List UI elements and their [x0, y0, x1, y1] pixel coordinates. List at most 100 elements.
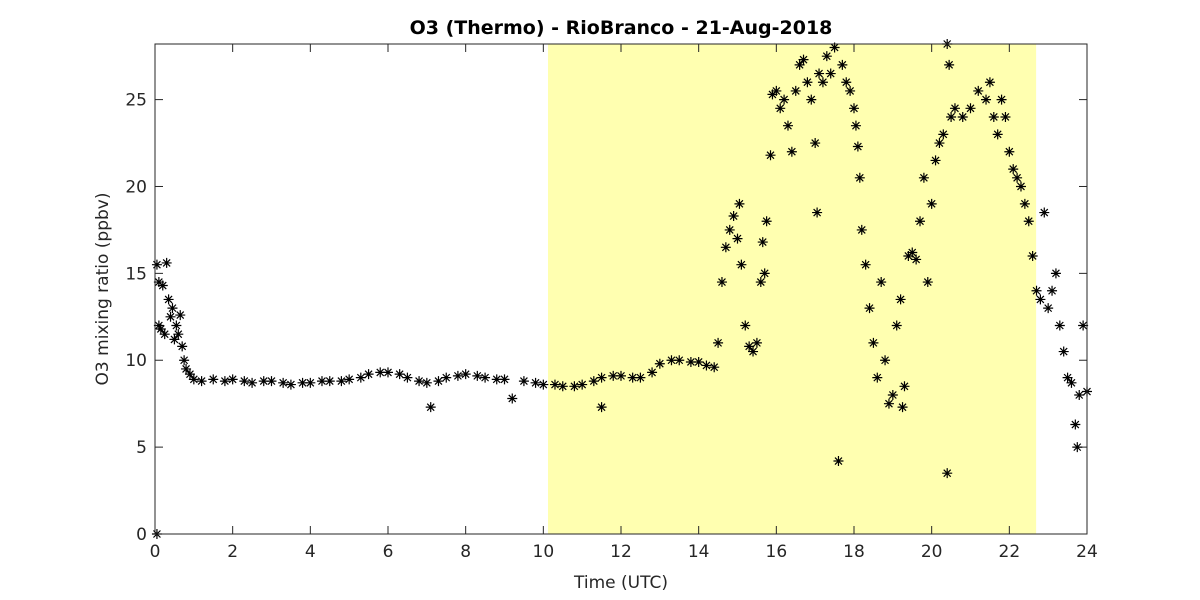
- data-point: [786, 146, 797, 157]
- data-point: [907, 247, 918, 258]
- data-point: [324, 376, 335, 387]
- data-point: [1004, 146, 1015, 157]
- data-point: [709, 362, 720, 373]
- data-point: [674, 355, 685, 366]
- data-point: [926, 198, 937, 209]
- data-point: [880, 355, 891, 366]
- data-point: [1074, 389, 1085, 400]
- data-point: [635, 372, 646, 383]
- data-point: [806, 94, 817, 105]
- data-point: [761, 216, 772, 227]
- y-tick-label: 20: [125, 177, 147, 197]
- data-point: [596, 372, 607, 383]
- data-point: [992, 129, 1003, 140]
- data-point: [981, 94, 992, 105]
- data-point: [227, 374, 238, 385]
- data-point: [817, 77, 828, 88]
- data-point: [802, 77, 813, 88]
- x-tick-label: 2: [227, 542, 238, 562]
- data-point: [363, 369, 374, 380]
- data-point: [1015, 181, 1026, 192]
- data-point: [344, 374, 355, 385]
- data-point: [161, 257, 172, 268]
- data-point: [748, 346, 759, 357]
- data-point: [918, 172, 929, 183]
- data-point: [1019, 198, 1030, 209]
- data-point: [757, 237, 768, 248]
- data-point: [167, 303, 178, 314]
- data-point: [425, 402, 436, 413]
- x-tick-label: 22: [999, 542, 1021, 562]
- data-point: [173, 329, 184, 340]
- data-point: [1066, 377, 1077, 388]
- data-point: [713, 337, 724, 348]
- data-point: [849, 103, 859, 114]
- data-point: [1070, 419, 1081, 430]
- data-point: [549, 379, 560, 390]
- data-point: [530, 377, 541, 388]
- data-point: [1058, 346, 1069, 357]
- data-point: [491, 374, 502, 385]
- data-point: [666, 355, 677, 366]
- data-point: [151, 259, 162, 270]
- data-point: [897, 402, 908, 413]
- data-point: [355, 372, 366, 383]
- data-point: [938, 129, 949, 140]
- data-point: [452, 370, 463, 381]
- data-point: [872, 372, 883, 383]
- data-point: [949, 103, 960, 114]
- data-point: [812, 207, 823, 218]
- y-tick-label: 25: [125, 91, 147, 111]
- data-point: [196, 376, 207, 387]
- data-point: [1023, 216, 1034, 227]
- data-point: [734, 198, 745, 209]
- data-point: [868, 337, 879, 348]
- data-point: [499, 374, 510, 385]
- data-point: [841, 77, 852, 88]
- data-point: [751, 337, 762, 348]
- data-point: [157, 280, 168, 291]
- data-point: [383, 367, 393, 378]
- data-point: [266, 376, 277, 387]
- data-point: [1043, 303, 1054, 314]
- data-point: [988, 111, 999, 122]
- data-point: [155, 323, 166, 334]
- data-point: [903, 250, 914, 261]
- data-point: [740, 320, 751, 331]
- y-tick-label: 0: [136, 525, 147, 545]
- data-point: [829, 42, 840, 53]
- data-point: [1047, 285, 1058, 296]
- y-tick-label: 10: [125, 351, 147, 371]
- data-point: [693, 356, 704, 367]
- data-point: [165, 311, 176, 322]
- y-tick-label: 5: [136, 438, 147, 458]
- data-point: [794, 59, 805, 70]
- x-tick-label: 20: [921, 542, 943, 562]
- data-point: [1062, 372, 1073, 383]
- data-point: [616, 370, 626, 381]
- data-point: [790, 85, 801, 96]
- data-point: [414, 376, 425, 387]
- data-point: [899, 381, 910, 392]
- data-point: [441, 372, 452, 383]
- data-point: [864, 303, 875, 314]
- data-point: [782, 120, 793, 131]
- data-point: [159, 329, 170, 340]
- x-tick-label: 12: [610, 542, 632, 562]
- data-point: [285, 379, 296, 390]
- plot-frame: [154, 43, 1088, 535]
- data-point: [736, 259, 747, 270]
- data-point: [887, 389, 898, 400]
- data-point: [965, 103, 976, 114]
- data-point: [1012, 172, 1023, 183]
- data-point: [460, 369, 471, 380]
- data-point: [779, 94, 790, 105]
- data-point: [942, 468, 953, 479]
- data-point: [850, 120, 861, 131]
- data-point: [810, 138, 821, 149]
- data-point: [1050, 268, 1061, 279]
- data-point: [876, 277, 887, 288]
- data-point: [654, 358, 665, 369]
- data-point: [911, 254, 922, 265]
